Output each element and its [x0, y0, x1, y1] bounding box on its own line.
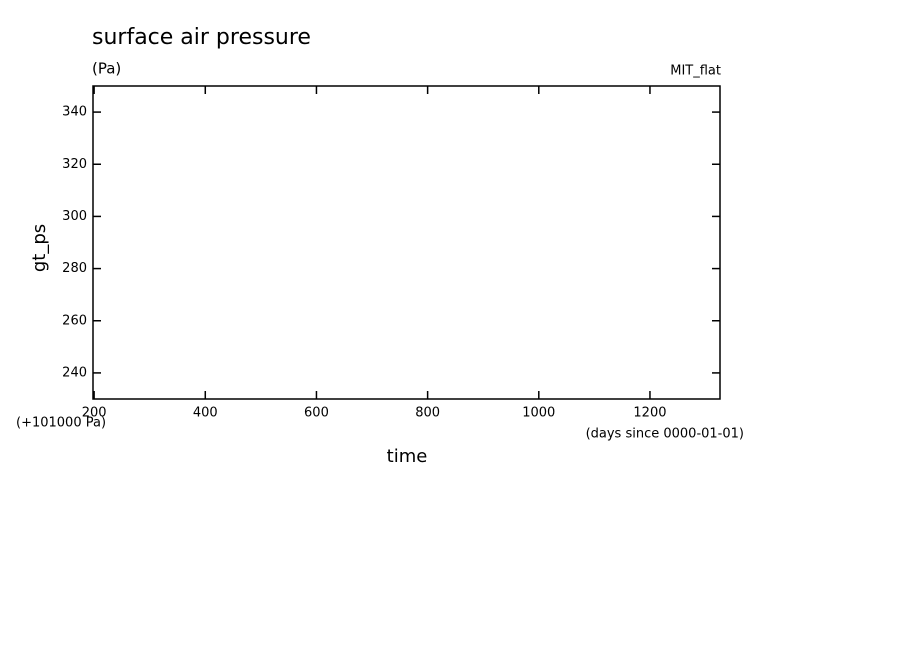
x-tick-label: 400	[193, 406, 218, 421]
x-tick-label: 1000	[522, 406, 555, 421]
y-tick-label: 280	[62, 261, 87, 276]
y-tick-label: 300	[62, 209, 87, 224]
x-axis-label: time	[387, 446, 428, 467]
y-tick-label: 340	[62, 105, 87, 120]
y-tick-label: 260	[62, 313, 87, 328]
x-tick-label: 200	[82, 406, 107, 421]
x-tick-label: 1200	[633, 406, 666, 421]
annotation: MIT_flat	[670, 64, 721, 79]
y-axis-label: gt_ps	[29, 224, 50, 272]
x-tick-label: 800	[415, 406, 440, 421]
x-tick-label: 600	[304, 406, 329, 421]
y-tick-label: 240	[62, 365, 87, 380]
plot-frame	[92, 85, 721, 400]
chart-title: surface air pressure	[92, 25, 311, 50]
x-unit-note: (days since 0000-01-01)	[586, 427, 744, 442]
subtitle: (Pa)	[92, 60, 121, 78]
y-offset-note: (+101000 Pa)	[16, 416, 106, 431]
y-tick-label: 320	[62, 157, 87, 172]
